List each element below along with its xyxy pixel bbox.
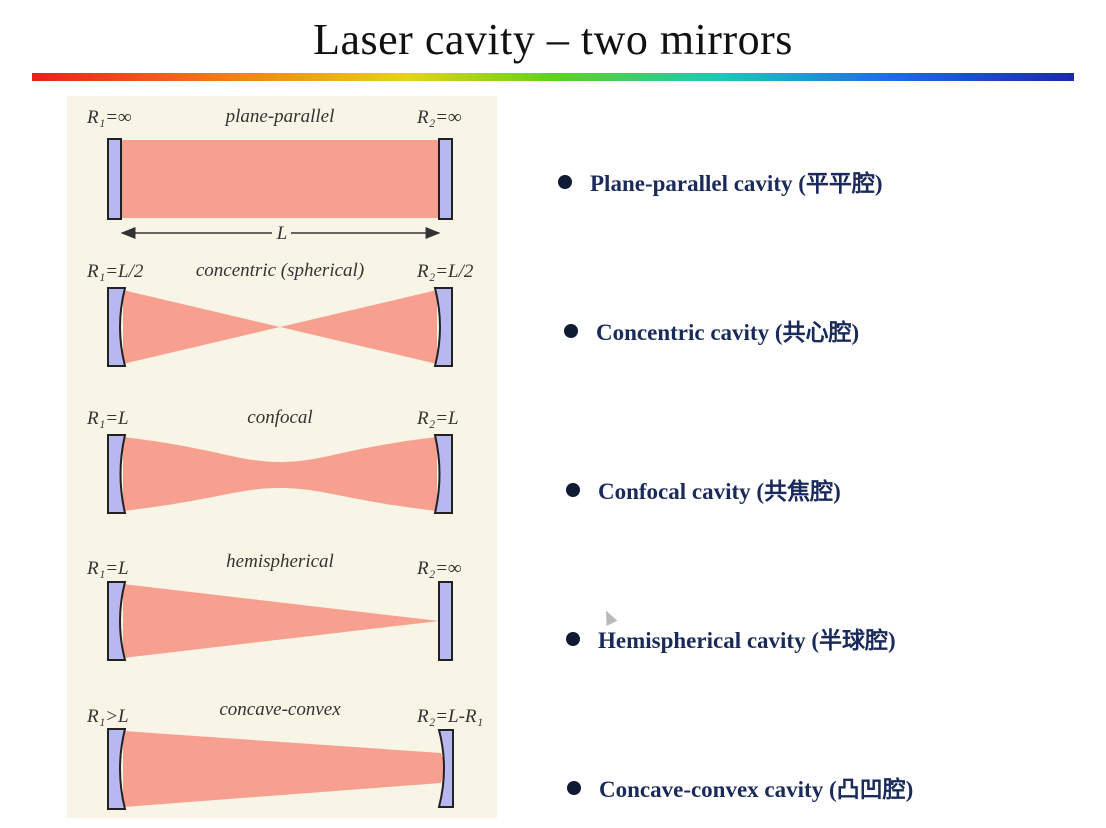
bullet-dot-icon (567, 781, 581, 795)
label-name-concave-convex: concave-convex (219, 699, 341, 720)
diagram-concentric: R₁=L/2 concentric (spherical) R₂=L/2 (86, 260, 474, 367)
bullet-text: Plane-parallel cavity (平平腔) (590, 171, 883, 196)
label-name-concentric: concentric (spherical) (196, 260, 364, 281)
diagram-concave-convex: R₁>L concave-convex R₂=L-R₁ (86, 699, 483, 810)
label-name-confocal: confocal (247, 407, 312, 428)
label-r2-hemispherical: R₂=∞ (416, 558, 462, 579)
label-r2-plane: R₂=∞ (416, 107, 462, 128)
beam-plane-parallel (121, 140, 439, 218)
mirror-left-concentric (107, 287, 127, 367)
bullet-dot-icon (564, 324, 578, 338)
bullet-concave-convex: Concave-convex cavity (凸凹腔) (567, 770, 913, 804)
cavity-diagram-panel: R₁=∞ plane-parallel R₂=∞ L R₁=L/2 concen… (67, 96, 497, 818)
label-name-hemispherical: hemispherical (226, 551, 334, 572)
diagram-confocal: R₁=L confocal R₂=L (86, 407, 459, 514)
slide-title: Laser cavity – two mirrors (313, 15, 793, 64)
label-r1-concentric: R₁=L/2 (86, 261, 144, 282)
bullet-text: Concentric cavity (共心腔) (596, 320, 860, 345)
mirror-left-plane (107, 138, 122, 220)
bullet-plane-parallel: Plane-parallel cavity (平平腔) (558, 164, 883, 198)
label-r1-confocal: R₁=L (86, 408, 129, 429)
rainbow-divider (32, 73, 1074, 81)
diagram-plane-parallel: R₁=∞ plane-parallel R₂=∞ L (86, 106, 462, 244)
mirror-left-hemispherical (107, 581, 127, 661)
label-r2-confocal: R₂=L (416, 408, 459, 429)
beam-confocal (123, 437, 437, 511)
bullet-dot-icon (558, 175, 572, 189)
bullet-text: Hemispherical cavity (半球腔) (598, 628, 896, 653)
label-name-plane: plane-parallel (224, 106, 335, 127)
beam-concentric (123, 290, 437, 364)
bullet-dot-icon (566, 632, 580, 646)
mirror-left-confocal (107, 434, 127, 514)
bullet-text: Confocal cavity (共焦腔) (598, 479, 841, 504)
label-r1-concave-convex: R₁>L (86, 706, 129, 727)
label-length: L (276, 223, 288, 244)
label-r1-plane: R₁=∞ (86, 107, 132, 128)
mirror-left-concave-convex (107, 728, 127, 810)
bullet-text: Concave-convex cavity (凸凹腔) (599, 777, 914, 802)
mirror-right-plane (438, 138, 453, 220)
bullet-confocal: Confocal cavity (共焦腔) (566, 472, 841, 506)
label-r1-hemispherical: R₁=L (86, 558, 129, 579)
mirror-right-concave-convex (437, 729, 454, 808)
cavity-diagrams-svg: R₁=∞ plane-parallel R₂=∞ L R₁=L/2 concen… (86, 106, 483, 810)
beam-hemispherical (123, 584, 439, 658)
bullet-concentric: Concentric cavity (共心腔) (564, 313, 859, 347)
mirror-right-concentric (433, 287, 453, 367)
beam-concave-convex (123, 731, 444, 807)
bullet-dot-icon (566, 483, 580, 497)
label-r2-concentric: R₂=L/2 (416, 261, 474, 282)
bullet-hemispherical: Hemispherical cavity (半球腔) (566, 621, 896, 655)
mirror-right-confocal (433, 434, 453, 514)
diagram-hemispherical: R₁=L hemispherical R₂=∞ (86, 551, 462, 661)
label-r2-concave-convex: R₂=L-R₁ (416, 706, 483, 727)
mirror-right-hemispherical (438, 581, 453, 661)
